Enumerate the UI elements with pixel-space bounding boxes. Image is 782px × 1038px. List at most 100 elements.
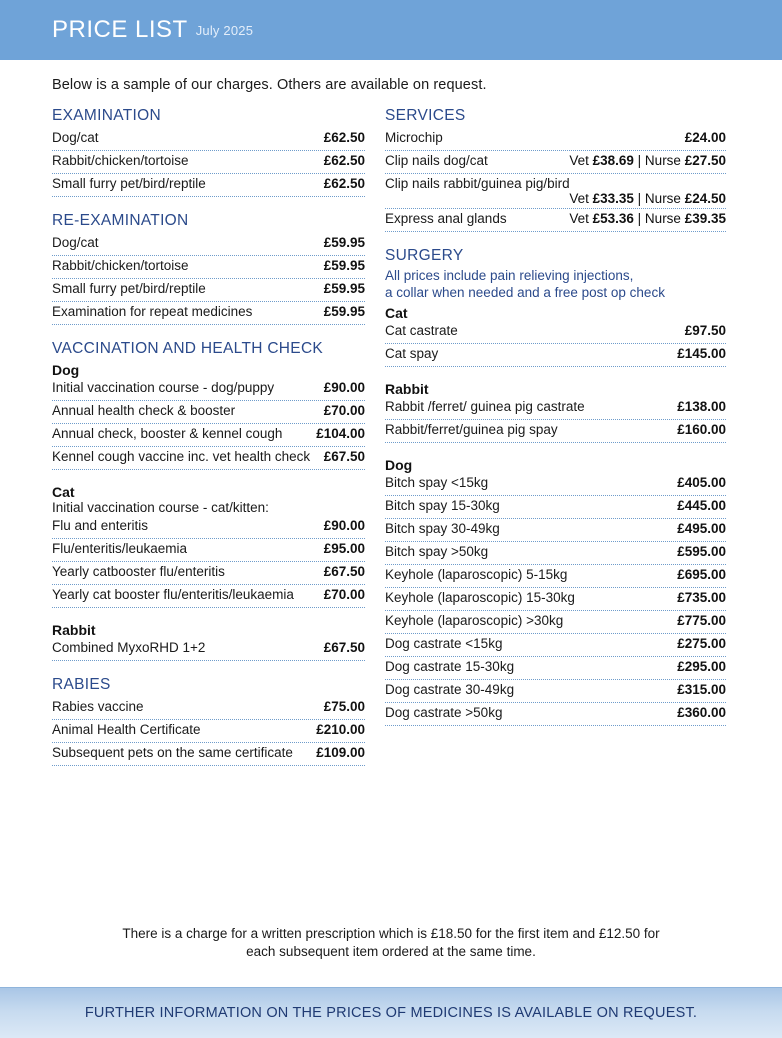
price-row-label: Subsequent pets on the same certificate [52,745,293,760]
price-row-label: Rabbit/chicken/tortoise [52,258,189,273]
section-spacer [385,232,726,247]
price-row: Yearly catbooster flu/enteritis £67.50 [52,562,365,585]
price-row-value: £90.00 [323,380,365,395]
price-row: Rabbit /ferret/ guinea pig castrate £138.… [385,397,726,420]
price-row: Dog/cat £59.95 [52,233,365,256]
footer-note-line: There is a charge for a written prescrip… [122,926,660,941]
price-row-value: £62.50 [323,176,365,191]
price-row-value: £62.50 [323,130,365,145]
price-row-label: Express anal glands [385,211,507,226]
price-row: Keyhole (laparoscopic) 5-15kg £695.00 [385,565,726,588]
price-row-value: £24.00 [684,130,726,145]
price-row-value: £695.00 [677,566,726,582]
price-row-label: Dog castrate 15-30kg [385,658,515,674]
price-row-label: Microchip [385,130,443,145]
page-header-band: PRICE LIST July 2025 [0,0,782,60]
right-column: SERVICES Microchip £24.00 Clip nails dog/ca… [385,107,726,726]
section-spacer [52,197,365,212]
price-row: Dog castrate <15kg £275.00 [385,634,726,657]
price-row-value: £97.50 [684,322,726,338]
group-spacer [52,470,365,480]
price-row: Kennel cough vaccine inc. vet health che… [52,447,365,470]
price-row-value: £109.00 [316,745,365,760]
price-row: Keyhole (laparoscopic) >30kg £775.00 [385,611,726,634]
price-row: Rabbit/chicken/tortoise £62.50 [52,151,365,174]
price-row-value: Vet £38.69 | Nurse £27.50 [569,153,726,168]
price-row-label: Bitch spay 30-49kg [385,520,500,536]
price-row-label: Bitch spay <15kg [385,474,489,490]
bottom-banner: FURTHER INFORMATION ON THE PRICES OF MED… [0,987,782,1038]
price-row-value: £59.95 [323,304,365,319]
page-title: PRICE LIST [52,16,188,43]
price-row-label: Bitch spay >50kg [385,543,489,559]
price-row-value: £775.00 [677,612,726,628]
price-row-value: Vet £53.36 | Nurse £39.35 [569,211,726,226]
price-row: Dog castrate >50kg £360.00 [385,703,726,726]
section-heading-rabies: RABIES [52,676,111,693]
price-row: Dog/cat £62.50 [52,128,365,151]
price-row-label: Small furry pet/bird/reptile [52,281,206,296]
group-spacer [385,367,726,377]
price-row: Flu/enteritis/leukaemia £95.00 [52,539,365,562]
price-row-value: £295.00 [677,658,726,674]
price-row: Combined MyxoRHD 1+2 £67.50 [52,638,365,661]
left-column: EXAMINATION Dog/cat £62.50 Rabbit/chicken/t… [52,107,385,766]
price-row-label: Rabbit/chicken/tortoise [52,153,189,168]
price-row-value: £59.95 [323,281,365,296]
price-row-value: £360.00 [677,704,726,720]
price-row-value: £67.50 [323,640,365,655]
price-row: Flu and enteritis £90.00 [52,516,365,539]
price-row: Examination for repeat medicines £59.95 [52,302,365,325]
price-row-value: £59.95 [323,235,365,250]
price-row: Initial vaccination course - dog/puppy £9… [52,378,365,401]
group-spacer [52,608,365,618]
section-heading-re-examination: RE-EXAMINATION [52,212,189,229]
price-row: Dog castrate 30-49kg £315.00 [385,680,726,703]
price-row: Dog castrate 15-30kg £295.00 [385,657,726,680]
price-row-label: Dog/cat [52,235,99,250]
price-row-value: £735.00 [677,589,726,605]
subsection-note: Initial vaccination course - cat/kitten: [52,500,269,515]
section-spacer [52,325,365,340]
price-row-label: Kennel cough vaccine inc. vet health che… [52,449,311,464]
price-list-date: July 2025 [195,22,254,38]
price-row-value: £75.00 [323,699,365,714]
price-row: Annual check, booster & kennel cough £104… [52,424,365,447]
price-row: Bitch spay 30-49kg £495.00 [385,519,726,542]
price-row-value: £59.95 [323,258,365,273]
price-row-label: Animal Health Certificate [52,722,201,737]
price-row: Rabies vaccine £75.00 [52,697,365,720]
price-row-label: Cat castrate [385,322,458,338]
price-row: Bitch spay >50kg £595.00 [385,542,726,565]
section-heading-vaccination-and-health-check: VACCINATION AND HEALTH CHECK [52,340,324,357]
price-row-value: £405.00 [677,474,726,490]
price-row-label: Examination for repeat medicines [52,304,253,319]
price-row-value: £138.00 [677,398,726,414]
price-row: Cat castrate £97.50 [385,321,726,344]
price-row-label: Clip nails rabbit/guinea pig/bird [385,176,570,191]
price-row-value: £70.00 [323,587,365,602]
price-row-value: £145.00 [677,345,726,361]
section-heading-services: SERVICES [385,107,466,124]
price-row: Yearly cat booster flu/enteritis/leukaem… [52,585,365,608]
price-row-label: Initial vaccination course - dog/puppy [52,380,275,395]
price-row: Rabbit/ferret/guinea pig spay £160.00 [385,420,726,443]
section-heading-surgery: SURGERY [385,247,464,264]
price-row-value: £67.50 [323,564,365,579]
subsection-heading-rabbit: Rabbit [385,380,429,397]
price-row-value: £595.00 [677,543,726,559]
price-row-label: Cat spay [385,345,439,361]
subsection-heading-dog: Dog [385,456,413,473]
price-row-label: Dog castrate >50kg [385,704,503,720]
price-row: Small furry pet/bird/reptile £59.95 [52,279,365,302]
price-columns: EXAMINATION Dog/cat £62.50 Rabbit/chicken/t… [0,107,782,766]
price-row-label: Rabbit/ferret/guinea pig spay [385,421,558,437]
price-row: Clip nails rabbit/guinea pig/bird Vet £33… [385,174,726,209]
price-row: Keyhole (laparoscopic) 15-30kg £735.00 [385,588,726,611]
price-row: Express anal glands Vet £53.36 | Nurse £3… [385,209,726,232]
section-spacer [52,661,365,676]
price-row-value: Vet £33.35 | Nurse £24.50 [569,191,726,206]
section-note-line: a collar when needed and a free post op … [385,284,665,300]
price-row: Animal Health Certificate £210.00 [52,720,365,743]
price-row: Microchip £24.00 [385,128,726,151]
